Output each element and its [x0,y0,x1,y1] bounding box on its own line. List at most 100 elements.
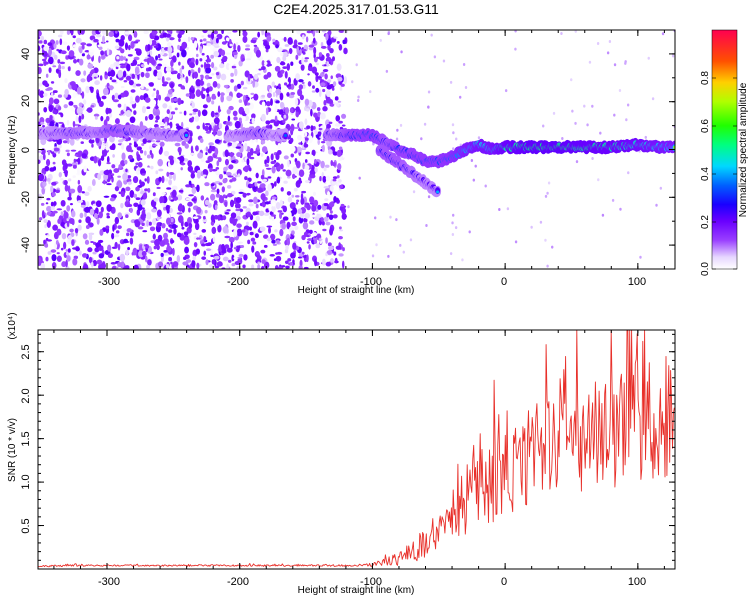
noise-cell [236,266,240,269]
noise-cell [208,76,213,79]
noise-cell [425,224,428,228]
noise-cell [90,240,94,244]
noise-cell [283,36,287,42]
noise-cell [351,80,354,84]
noise-cell [116,266,119,269]
noise-cell [301,234,306,241]
noise-cell [135,197,141,201]
noise-cell [313,191,316,197]
noise-cell [193,40,198,49]
noise-cell [331,58,335,62]
noise-cell [41,210,45,219]
noise-cell [190,85,194,90]
noise-cell [206,248,212,252]
noise-cell [125,58,128,62]
noise-cell [129,96,133,102]
noise-cell [211,72,215,76]
colorbar-ticks [712,77,737,270]
noise-cell [50,92,54,97]
noise-cell [318,89,322,98]
noise-cell [120,190,125,198]
noise-cell [183,256,187,261]
noise-cell [274,265,279,269]
noise-cell [586,123,589,127]
noise-cell [94,207,99,215]
noise-cell [109,69,116,77]
noise-cell [255,49,261,58]
noise-cell [153,69,158,77]
noise-cell [117,69,124,78]
noise-cell [149,144,153,151]
noise-cell [286,176,291,179]
noise-cell [202,30,208,34]
noise-cell [275,255,282,262]
noise-cell [285,107,290,115]
noise-cell [284,260,289,264]
noise-cell [210,183,215,187]
noise-cell [270,214,277,217]
noise-cell [303,59,308,63]
noise-cell [276,150,282,155]
noise-cell [339,184,344,189]
noise-cell [327,98,334,105]
noise-cell [387,254,390,258]
noise-cell [152,192,156,197]
noise-cell [168,174,173,180]
noise-cell [45,202,49,205]
noise-cell [133,193,138,198]
noise-cell [284,71,288,79]
noise-cell [152,218,157,226]
noise-cell [90,105,95,108]
noise-cell [159,240,166,247]
noise-cell [211,94,217,100]
top-xtick-label: -200 [227,276,249,288]
noise-cell [115,66,119,70]
noise-cell [332,214,338,219]
noise-cell [46,205,52,212]
noise-cell [170,261,173,265]
noise-cell [137,64,141,67]
top-x-axis-title: Height of straight line (km) [298,285,415,296]
noise-cell [155,170,159,175]
noise-cell [83,99,87,105]
noise-cell [184,246,189,254]
noise-cell [144,167,151,172]
noise-cell [216,83,221,89]
noise-cell [539,220,543,224]
noise-cell [134,220,141,228]
noise-cell [264,164,269,168]
noise-cell [213,30,218,35]
noise-cell [115,230,120,234]
noise-cell [133,264,139,269]
noise-cell [301,190,307,194]
noise-cell [133,41,139,44]
noise-cell [171,223,177,229]
noise-cell [269,55,273,62]
noise-cell [247,151,252,159]
noise-cell [311,232,318,237]
noise-cell [120,65,126,69]
noise-cell [260,249,266,254]
noise-cell [66,220,70,228]
noise-cell [60,221,66,227]
noise-cell [183,236,190,245]
noise-cell [263,244,268,248]
noise-cell [274,41,280,44]
noise-cell [118,164,122,169]
noise-cell [292,242,297,250]
noise-cell [591,104,594,108]
noise-cell [188,69,191,77]
noise-cell [50,185,54,193]
noise-cell [574,121,577,125]
noise-cell [374,216,377,220]
noise-cell [72,35,76,39]
noise-cell [338,226,342,230]
noise-cell [44,98,49,107]
noise-cell [165,217,172,225]
noise-cell [68,50,75,57]
noise-cell [451,213,455,217]
noise-cell [100,206,104,213]
noise-cell [69,188,76,194]
noise-cell [187,217,193,225]
noise-cell [158,94,162,101]
